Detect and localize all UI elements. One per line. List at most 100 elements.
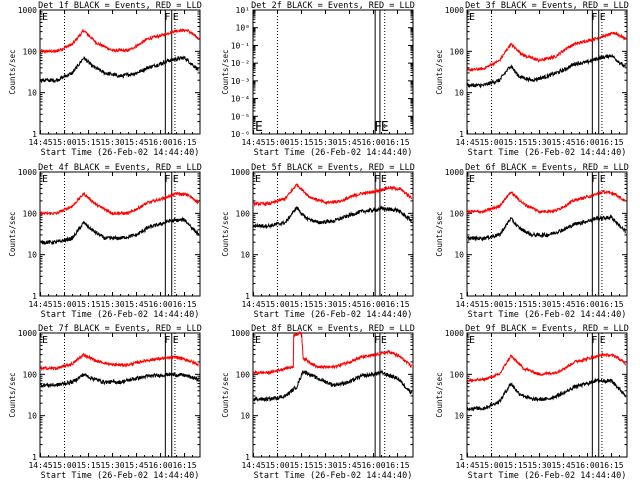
- x-tick-label: 15:45: [551, 138, 575, 147]
- y-tick-label: 1: [32, 292, 37, 301]
- marker-label-e: E: [600, 174, 606, 185]
- x-tick-label: 15:15: [503, 300, 527, 309]
- x-tick-label: 15:00: [52, 300, 76, 309]
- plot-frame: [466, 332, 628, 458]
- plot-frame: [252, 9, 414, 135]
- x-tick-label: 14:45: [28, 138, 52, 147]
- y-axis-label: Counts/sec: [8, 211, 17, 256]
- y-axis-label: Counts/sec: [435, 49, 444, 94]
- x-tick-label: 15:15: [289, 138, 313, 147]
- x-tick-label: 14:45: [455, 461, 479, 470]
- y-tick-label: 10: [454, 251, 464, 260]
- panel-title: Det 2f BLACK = Events, RED = LLD: [251, 1, 415, 11]
- x-tick-label: 15:45: [124, 461, 148, 470]
- y-tick-label: 1000: [18, 168, 37, 177]
- y-tick-label: 100: [236, 370, 251, 379]
- y-axis-label: Counts/sec: [221, 211, 230, 256]
- y-tick-label: 100: [23, 47, 38, 56]
- y-tick-label: 1: [32, 453, 37, 462]
- marker-label-e: E: [600, 12, 606, 23]
- x-tick-label: 16:00: [361, 138, 385, 147]
- y-tick-label: 1000: [231, 168, 250, 177]
- marker-label-start: E: [255, 335, 261, 346]
- x-tick-label: 16:00: [148, 300, 172, 309]
- series-lld-line: [467, 351, 627, 384]
- y-tick-label: 1: [459, 453, 464, 462]
- series-events-line: [253, 369, 413, 403]
- series-events-line: [40, 372, 200, 389]
- x-tick-label: 15:30: [313, 138, 337, 147]
- marker-label-e: E: [173, 12, 179, 23]
- x-tick-label: 16:00: [575, 300, 599, 309]
- panel-title: Det 8f BLACK = Events, RED = LLD: [251, 324, 415, 334]
- y-tick-label: 10: [240, 412, 250, 421]
- y-tick-label: 100: [236, 209, 251, 218]
- series-events-line: [40, 216, 200, 246]
- marker-label-f: F: [591, 335, 597, 346]
- x-tick-label: 15:30: [100, 300, 124, 309]
- y-axis-label: Counts/sec: [221, 372, 230, 417]
- y-axis-label: Counts/sec: [435, 372, 444, 417]
- x-tick-label: 16:15: [599, 300, 623, 309]
- x-tick-label: 15:45: [124, 138, 148, 147]
- x-tick-label: 16:15: [385, 461, 409, 470]
- panel-title: Det 4f BLACK = Events, RED = LLD: [38, 163, 202, 173]
- y-tick-label: 1: [32, 130, 37, 139]
- series-lld-line: [40, 191, 200, 216]
- x-tick-label: 14:45: [455, 300, 479, 309]
- x-tick-label: 15:45: [124, 300, 148, 309]
- marker-label-f: F: [164, 12, 170, 23]
- x-axis-label: Start Time (26-Feb-02 14:44:40): [41, 471, 200, 480]
- panel-title: Det 3f BLACK = Events, RED = LLD: [465, 1, 629, 11]
- x-tick-label: 14:45: [28, 461, 52, 470]
- marker-label-f: F: [591, 174, 597, 185]
- marker-label-f: F: [164, 335, 170, 346]
- x-tick-label: 15:15: [289, 461, 313, 470]
- x-tick-label: 16:15: [599, 138, 623, 147]
- x-tick-label: 15:00: [52, 138, 76, 147]
- x-tick-label: 15:30: [527, 138, 551, 147]
- marker-label-start: E: [469, 174, 475, 185]
- y-tick-label: 10⁰: [236, 24, 250, 33]
- marker-label-start: E: [255, 120, 263, 135]
- x-tick-label: 16:00: [148, 461, 172, 470]
- y-axis-label: Counts/sec: [221, 49, 230, 94]
- y-axis-label: Counts/sec: [8, 372, 17, 417]
- y-tick-label: 1000: [18, 6, 37, 15]
- series-events-line: [253, 205, 412, 230]
- plot-frame: [466, 171, 628, 297]
- x-tick-label: 16:15: [172, 300, 196, 309]
- plot-frame: [39, 332, 201, 458]
- x-tick-label: 15:15: [503, 138, 527, 147]
- marker-label-start: E: [42, 174, 48, 185]
- marker-label-start: E: [42, 335, 48, 346]
- y-tick-label: 1: [459, 292, 464, 301]
- marker-label-f: F: [164, 174, 170, 185]
- series-lld-line: [467, 189, 626, 215]
- y-tick-label: 1: [245, 453, 250, 462]
- x-axis-label: Start Time (26-Feb-02 14:44:40): [254, 471, 413, 480]
- x-tick-label: 15:00: [479, 300, 503, 309]
- x-tick-label: 15:15: [76, 461, 100, 470]
- marker-label-f: F: [591, 12, 597, 23]
- y-tick-label: 10¹: [236, 6, 250, 15]
- x-tick-label: 16:15: [385, 138, 409, 147]
- x-tick-label: 15:15: [289, 300, 313, 309]
- y-tick-label: 10⁻⁵: [231, 112, 250, 121]
- y-tick-label: 100: [23, 209, 38, 218]
- x-axis-label: Start Time (26-Feb-02 14:44:40): [41, 148, 200, 158]
- x-tick-label: 16:00: [575, 461, 599, 470]
- x-tick-label: 15:00: [265, 300, 289, 309]
- x-tick-label: 14:45: [241, 300, 265, 309]
- panel-title: Det 1f BLACK = Events, RED = LLD: [38, 1, 202, 11]
- x-axis-label: Start Time (26-Feb-02 14:44:40): [468, 148, 627, 158]
- marker-label-e: E: [600, 335, 606, 346]
- y-tick-label: 10: [27, 412, 37, 421]
